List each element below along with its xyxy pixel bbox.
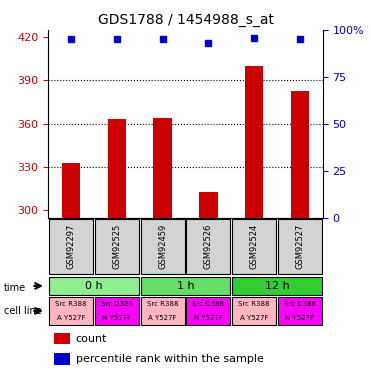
Text: N Y527F: N Y527F bbox=[102, 315, 131, 321]
Text: percentile rank within the sample: percentile rank within the sample bbox=[76, 354, 263, 364]
FancyBboxPatch shape bbox=[49, 297, 93, 325]
FancyBboxPatch shape bbox=[278, 219, 322, 274]
Text: GSM92526: GSM92526 bbox=[204, 224, 213, 269]
FancyBboxPatch shape bbox=[95, 219, 139, 274]
Bar bbox=[291, 91, 309, 375]
Text: A Y527F: A Y527F bbox=[57, 315, 85, 321]
Text: N Y527F: N Y527F bbox=[285, 315, 314, 321]
Text: 12 h: 12 h bbox=[265, 281, 289, 291]
Text: Src D386: Src D386 bbox=[193, 301, 224, 307]
FancyBboxPatch shape bbox=[232, 219, 276, 274]
FancyBboxPatch shape bbox=[232, 277, 322, 295]
FancyBboxPatch shape bbox=[186, 297, 230, 325]
Text: Src R388: Src R388 bbox=[239, 301, 270, 307]
Bar bbox=[62, 163, 80, 375]
Text: A Y527F: A Y527F bbox=[148, 315, 177, 321]
Text: GSM92459: GSM92459 bbox=[158, 224, 167, 269]
FancyBboxPatch shape bbox=[186, 219, 230, 274]
Text: A Y527F: A Y527F bbox=[240, 315, 268, 321]
Text: GSM92524: GSM92524 bbox=[250, 224, 259, 269]
FancyBboxPatch shape bbox=[232, 297, 276, 325]
Text: Src R388: Src R388 bbox=[55, 301, 87, 307]
FancyBboxPatch shape bbox=[141, 219, 185, 274]
Text: cell line: cell line bbox=[4, 306, 42, 315]
Text: time: time bbox=[4, 283, 26, 292]
Text: GSM92525: GSM92525 bbox=[112, 224, 121, 269]
Text: GSM92527: GSM92527 bbox=[295, 224, 304, 269]
FancyBboxPatch shape bbox=[278, 297, 322, 325]
Text: Src R388: Src R388 bbox=[147, 301, 178, 307]
Text: GDS1788 / 1454988_s_at: GDS1788 / 1454988_s_at bbox=[98, 13, 273, 27]
Text: 1 h: 1 h bbox=[177, 281, 194, 291]
Text: Src D386: Src D386 bbox=[101, 301, 133, 307]
FancyBboxPatch shape bbox=[95, 297, 139, 325]
Bar bbox=[245, 66, 263, 375]
Bar bbox=[54, 353, 70, 364]
Bar bbox=[199, 192, 217, 375]
FancyBboxPatch shape bbox=[49, 219, 93, 274]
FancyBboxPatch shape bbox=[49, 277, 139, 295]
Bar bbox=[54, 333, 70, 344]
FancyBboxPatch shape bbox=[141, 297, 185, 325]
Text: 0 h: 0 h bbox=[85, 281, 103, 291]
Text: Src D386: Src D386 bbox=[284, 301, 316, 307]
Bar bbox=[108, 119, 126, 375]
FancyBboxPatch shape bbox=[141, 277, 230, 295]
Text: GSM92297: GSM92297 bbox=[67, 224, 76, 269]
Text: N Y527F: N Y527F bbox=[194, 315, 223, 321]
Text: count: count bbox=[76, 334, 107, 344]
Bar bbox=[154, 118, 172, 375]
